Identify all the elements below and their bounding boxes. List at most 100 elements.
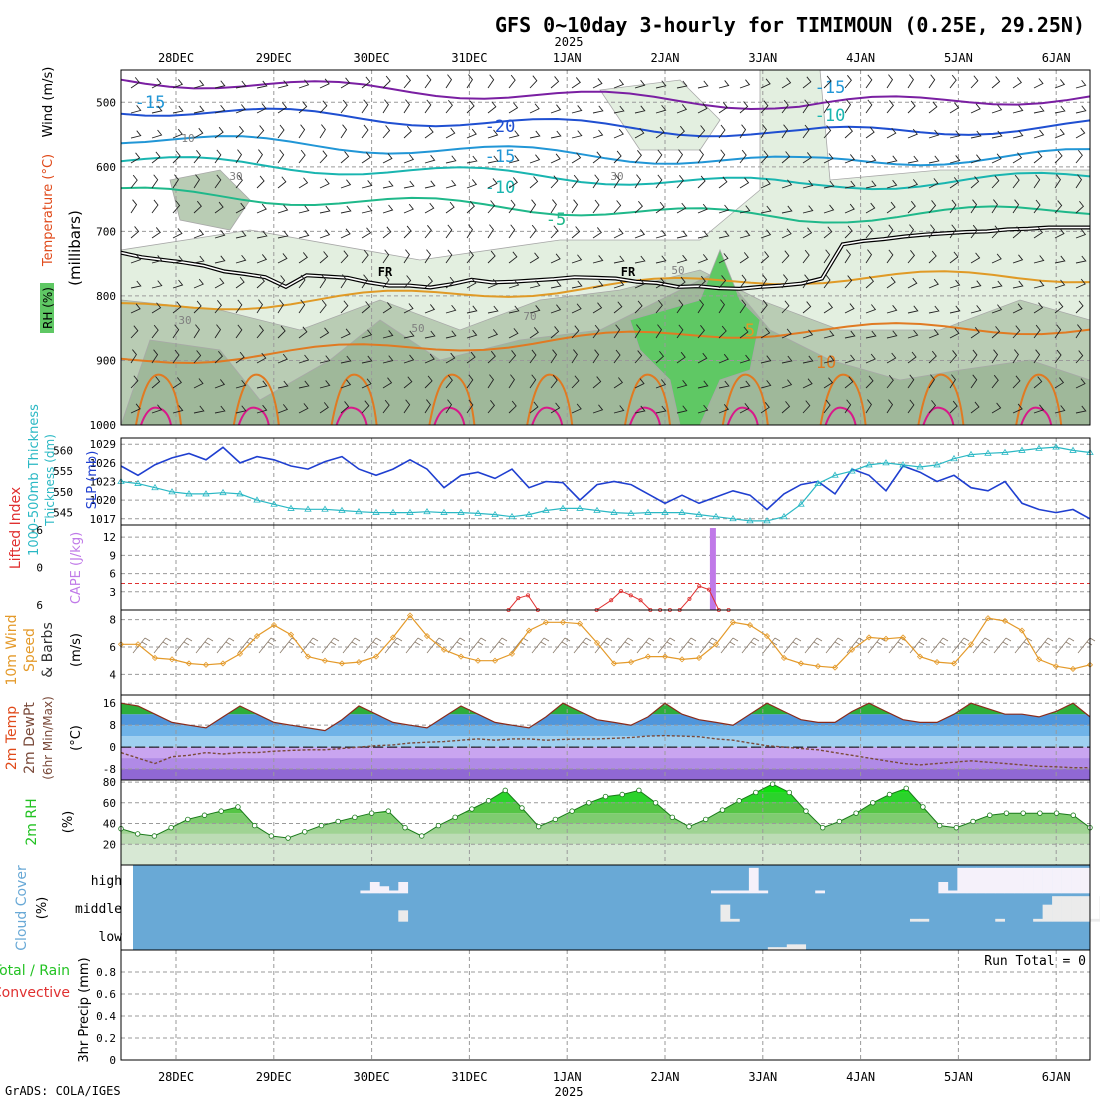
wind-barb: [340, 228, 351, 239]
rh-point: [485, 798, 492, 804]
wind-barb: [172, 79, 184, 89]
wind-barb: [319, 229, 331, 239]
wind-barb: [655, 149, 663, 164]
warm-loop: [819, 373, 867, 426]
wind-barb: [697, 275, 706, 289]
wind10-label-1: 10m Wind: [4, 614, 20, 685]
wind-barb: [256, 175, 265, 189]
rh-point: [686, 823, 692, 830]
wind-barb: [487, 350, 496, 364]
cloud-bar: [1061, 867, 1072, 894]
rh-legend-swatch: [40, 283, 54, 333]
wind-barb: [193, 405, 205, 414]
wind-barb: [382, 249, 390, 264]
wind-barb: [403, 225, 412, 239]
wind-barb: [235, 230, 247, 239]
thickness-point: [151, 483, 159, 491]
wind-barb: [235, 174, 243, 189]
cloud-bar: [966, 867, 977, 894]
rh-shading: [599, 79, 721, 151]
wind-barb: [1033, 280, 1045, 289]
wind-barb: [676, 324, 684, 339]
wind-barb: [907, 128, 918, 139]
temperature-contour: [120, 107, 1091, 138]
wind-barb: [739, 149, 747, 164]
wind-barb: [403, 249, 410, 264]
wind-barb: [676, 80, 688, 89]
cloud-level-label: high: [91, 874, 122, 889]
rh-point: [435, 822, 442, 829]
wind-barb: [508, 251, 518, 264]
thickness-point: [287, 504, 295, 511]
wind-barb: [907, 224, 915, 239]
wind-barb: [697, 80, 709, 89]
rh-point: [1070, 812, 1076, 818]
wind-barb: [361, 124, 369, 139]
cloud-bar: [985, 867, 996, 894]
wind-barb: [1033, 302, 1044, 314]
wind10-point: [287, 631, 295, 638]
wind-barb: [1054, 377, 1065, 389]
wind-barb: [718, 124, 726, 139]
wind-barb: [844, 99, 852, 114]
wind-barb: [235, 276, 245, 289]
wind10-point: [763, 632, 771, 640]
wind-barb: [214, 126, 224, 139]
wind-barb: [1033, 349, 1041, 364]
rh-contour-label: 70: [523, 310, 536, 323]
wind-barb: [886, 179, 898, 189]
wind-barb: [907, 351, 917, 364]
wind-barb: [802, 99, 810, 114]
wind-barb: [172, 255, 184, 264]
wind-barb: [298, 299, 306, 314]
wind-barb: [277, 149, 285, 164]
wind-barb: [571, 199, 579, 214]
wind10-point: [916, 653, 924, 660]
cape-tick: 3: [109, 586, 116, 599]
thickness-point: [712, 512, 720, 520]
cloud-bar: [938, 882, 949, 894]
wind-barb: [739, 101, 749, 114]
wind-barb: [781, 328, 792, 339]
lifted-cape-panel: 3 6 9 12 6 0 -6 Lifted Index CAPE (J/kg): [8, 487, 1091, 613]
wind-barb: [613, 200, 622, 214]
wind-barb: [697, 299, 705, 314]
wind-barb: [655, 104, 667, 114]
wind-barb: [193, 229, 205, 239]
rh-point: [736, 798, 742, 804]
thickness-point: [423, 507, 431, 515]
wind10-point: [661, 653, 669, 660]
wind-barb: [928, 374, 936, 389]
wind-barb: [1033, 376, 1043, 389]
wind10-point: [865, 634, 873, 641]
wind-barb: [403, 275, 412, 289]
rh-contour-label: 50: [671, 264, 684, 277]
wind10-barb: [468, 637, 487, 654]
wind-barb: [1033, 105, 1045, 114]
panel-frame: [120, 949, 1091, 1061]
cloud-bar: [1090, 918, 1100, 922]
wind-barb: [529, 75, 538, 89]
wind-barb: [277, 102, 288, 114]
wind-barb: [151, 302, 162, 314]
wind-barb: [1075, 127, 1086, 139]
wind-barb: [1012, 303, 1023, 314]
wind-barb: [487, 250, 496, 264]
wind-barb: [130, 152, 141, 164]
wind-barb: [781, 179, 793, 189]
wind-barb: [298, 380, 310, 389]
wind-barb: [802, 124, 810, 139]
rh-point: [903, 785, 909, 791]
wind-barb: [319, 402, 329, 414]
wind-barb: [970, 103, 981, 114]
wind-barb: [613, 79, 625, 89]
cloud-bar: [909, 918, 920, 922]
wind10-barb: [447, 637, 466, 654]
wind-barb: [907, 329, 919, 339]
wind10-barb: [153, 637, 172, 654]
lifted-index-point: [628, 593, 633, 598]
thickness-point: [219, 488, 227, 496]
wind-barb: [760, 380, 772, 389]
wind-barb: [403, 75, 411, 89]
